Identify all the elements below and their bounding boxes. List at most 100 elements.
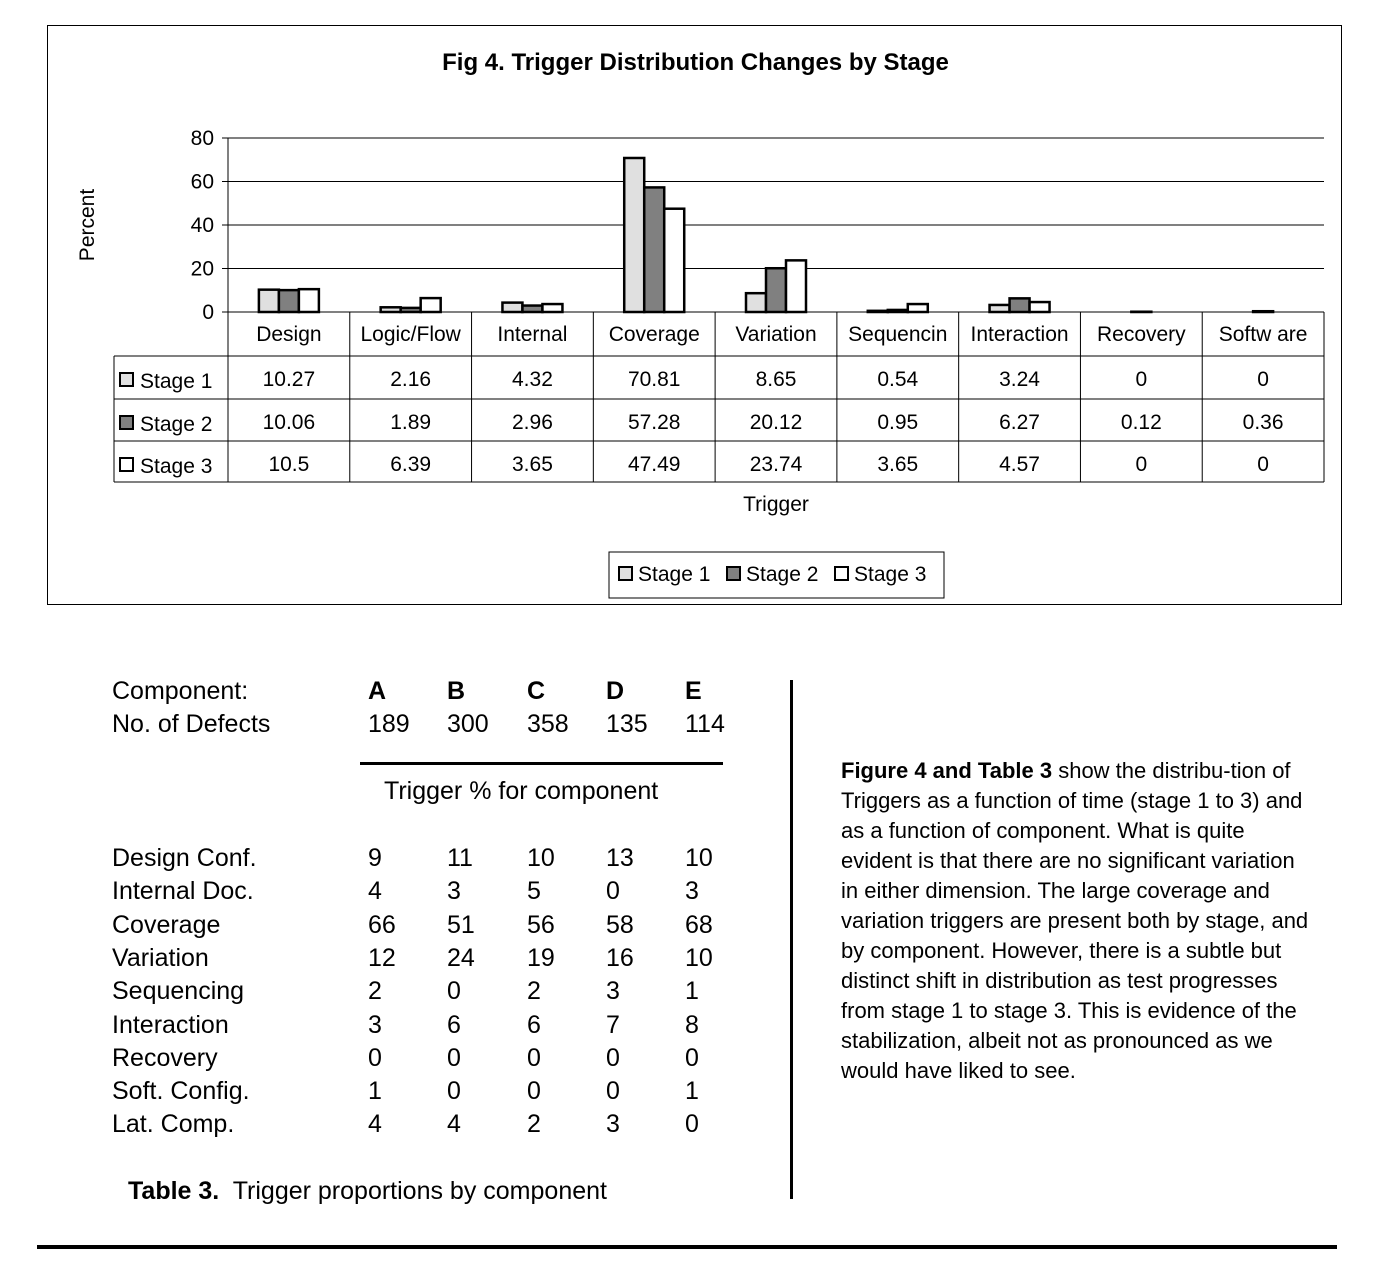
chart-title: Fig 4. Trigger Distribution Changes by S…	[442, 49, 949, 76]
row-value: 0	[527, 1043, 541, 1072]
row-label: Coverage	[112, 910, 221, 939]
bar-stage-1	[379, 306, 402, 314]
bar-stage-3	[906, 302, 930, 314]
table-caption: Table 3. Trigger proportions by componen…	[128, 1177, 607, 1206]
data-table-cell: 1.89	[390, 411, 431, 434]
data-table-series-label: Stage 1	[140, 370, 212, 393]
row-value: 7	[606, 1010, 620, 1039]
caption-bold: Table 3.	[128, 1177, 220, 1205]
row-value: 3	[368, 1010, 382, 1039]
defects-value: 358	[527, 710, 569, 738]
data-table-cell: 4.57	[999, 453, 1040, 476]
row-value: 6	[447, 1010, 461, 1039]
row-value: 4	[447, 1110, 461, 1139]
x-category-label: Interaction	[971, 323, 1069, 346]
y-tick-label: 80	[191, 127, 214, 150]
paragraph-bold: Figure 4 and Table 3	[841, 758, 1053, 783]
data-table-cell: 0	[1257, 453, 1269, 476]
row-value: 3	[447, 877, 461, 906]
bar-stage-2	[277, 288, 301, 314]
data-table-cell: 2.96	[512, 411, 553, 434]
row-value: 0	[447, 977, 461, 1006]
row-value: 16	[606, 943, 634, 972]
defects-value: 114	[685, 710, 725, 738]
row-value: 13	[606, 844, 634, 872]
row-value: 2	[527, 1110, 541, 1139]
chart-svg: Fig 4. Trigger Distribution Changes by S…	[76, 49, 1325, 599]
data-table-series-label: Stage 2	[140, 413, 212, 436]
vertical-divider	[790, 680, 793, 1199]
data-table-cell: 8.65	[756, 368, 797, 391]
row-label: Variation	[112, 943, 209, 972]
caption-text: Trigger proportions by component	[232, 1177, 607, 1205]
paragraph-text: show the distribu-tion of Triggers as a …	[841, 758, 1309, 1083]
defects-value: 189	[368, 710, 410, 738]
data-table-cell: 0	[1135, 453, 1147, 476]
row-value: 0	[606, 877, 620, 906]
row-value: 0	[606, 1043, 620, 1072]
row-value: 51	[447, 910, 475, 939]
data-table-cell: 0.54	[877, 368, 918, 391]
row-value: 58	[606, 910, 634, 939]
row-label: Interaction	[112, 1010, 229, 1039]
row-value: 66	[368, 910, 396, 939]
y-axis-label: Percent	[76, 189, 99, 262]
component-header: C	[527, 677, 546, 705]
bar-stage-3	[1028, 300, 1051, 314]
legend-key-icon	[119, 415, 134, 430]
bar-stage-1	[744, 291, 768, 314]
data-table-cell: 57.28	[628, 411, 681, 434]
bar-stage-1	[988, 303, 1011, 314]
x-category-label: Coverage	[609, 323, 700, 346]
row-value: 68	[685, 910, 713, 939]
row-value: 56	[527, 910, 555, 939]
row-value: 1	[685, 1077, 699, 1106]
row-value: 8	[685, 1010, 699, 1039]
legend	[608, 551, 945, 599]
data-table-cell: 0.95	[877, 411, 918, 434]
x-category-label: Softw are	[1219, 323, 1308, 346]
defects-value: 300	[447, 710, 489, 738]
row-value: 10	[527, 844, 555, 872]
data-table-cell: 10.27	[263, 368, 316, 391]
bar-stage-2	[764, 266, 788, 314]
bar-stage-2	[399, 306, 422, 314]
defects-label: No. of Defects	[112, 710, 271, 738]
data-table-cell: 0	[1257, 368, 1269, 391]
bar-stage-3	[784, 259, 808, 314]
x-category-label: Logic/Flow	[360, 323, 461, 346]
data-table-cell: 47.49	[628, 453, 681, 476]
x-category-label: Recovery	[1097, 323, 1186, 346]
row-value: 24	[447, 943, 475, 972]
row-value: 1	[685, 977, 699, 1006]
x-axis-label: Trigger	[743, 493, 809, 516]
row-value: 2	[527, 977, 541, 1006]
row-value: 10	[685, 943, 713, 972]
legend-label: Stage 3	[854, 563, 926, 586]
row-value: 19	[527, 943, 555, 972]
row-value: 3	[606, 1110, 620, 1139]
data-table-cell: 6.39	[390, 453, 431, 476]
legend-key-icon	[618, 566, 633, 581]
data-table-cell: 6.27	[999, 411, 1040, 434]
data-table-cell: 4.32	[512, 368, 553, 391]
data-table-cell: 0	[1135, 368, 1147, 391]
data-table-cell: 70.81	[628, 368, 681, 391]
data-table-cell: 10.5	[268, 453, 309, 476]
bar-stage-3	[541, 302, 564, 314]
x-category-label: Design	[256, 323, 321, 346]
row-label: Soft. Config.	[112, 1077, 250, 1106]
row-value: 3	[685, 877, 699, 906]
legend-key-icon	[726, 566, 741, 581]
x-category-label: Sequencin	[848, 323, 947, 346]
data-table-cell: 0.36	[1243, 411, 1284, 434]
y-tick-label: 60	[191, 171, 214, 194]
figure-4-chart: Fig 4. Trigger Distribution Changes by S…	[47, 25, 1342, 605]
row-label: Sequencing	[112, 977, 245, 1006]
data-table-cell: 0.12	[1121, 411, 1162, 434]
row-value: 0	[447, 1077, 461, 1106]
bar-stage-1	[622, 156, 646, 314]
bar-stage-2	[642, 186, 666, 314]
table-divider-line	[360, 762, 723, 765]
